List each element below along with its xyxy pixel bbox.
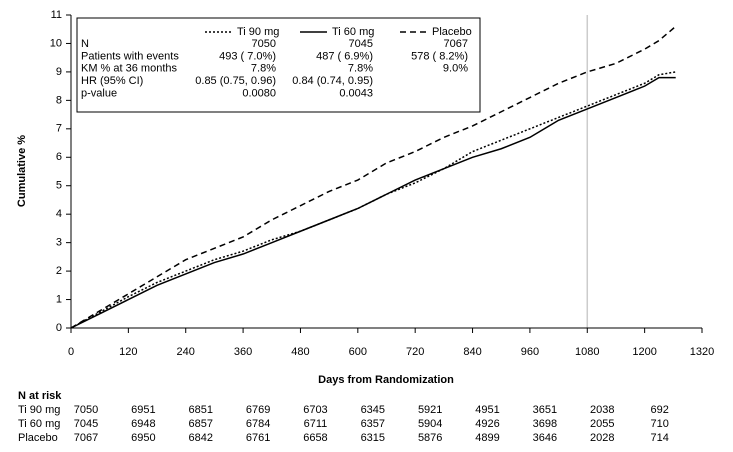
x-tick-label: 600 <box>349 346 367 358</box>
series-line <box>70 76 676 329</box>
risk-row-name: Placebo <box>18 432 58 444</box>
x-tick-label: 720 <box>406 346 424 358</box>
risk-value: 7050 <box>74 404 98 416</box>
y-tick-label: 9 <box>56 66 62 78</box>
risk-value: 6784 <box>246 418 270 430</box>
risk-value: 710 <box>650 418 668 430</box>
x-tick-label: 1200 <box>632 346 656 358</box>
stats-cell: 0.84 (0.74, 0.95) <box>292 75 373 87</box>
risk-value: 6951 <box>131 404 155 416</box>
risk-value: 6703 <box>303 404 327 416</box>
x-tick-label: 840 <box>463 346 481 358</box>
stats-label: Patients with events <box>81 50 179 62</box>
risk-value: 6357 <box>361 418 385 430</box>
risk-value: 4926 <box>475 418 499 430</box>
risk-value: 6857 <box>188 418 212 430</box>
stats-cell: 487 ( 6.9%) <box>316 50 373 62</box>
y-tick-label: 4 <box>56 208 62 220</box>
risk-value: 3698 <box>533 418 557 430</box>
y-tick-label: 8 <box>56 94 62 106</box>
y-tick-label: 0 <box>56 322 62 334</box>
x-tick-label: 1320 <box>690 346 714 358</box>
legend-box <box>76 17 481 113</box>
legend-label: Ti 60 mg <box>332 26 374 38</box>
risk-value: 7045 <box>74 418 98 430</box>
y-tick-label: 6 <box>56 151 62 163</box>
stats-label: HR (95% CI) <box>81 75 143 87</box>
stats-cell: 7.8% <box>251 63 276 75</box>
y-tick-label: 1 <box>56 293 62 305</box>
x-tick-label: 360 <box>234 346 252 358</box>
risk-value: 2028 <box>590 432 614 444</box>
risk-value: 692 <box>650 404 668 416</box>
x-tick-label: 480 <box>291 346 309 358</box>
risk-value: 3646 <box>533 432 557 444</box>
risk-value: 714 <box>650 432 668 444</box>
y-tick-label: 2 <box>56 265 62 277</box>
stats-cell: 9.0% <box>443 63 468 75</box>
x-axis-label: Days from Randomization <box>318 374 454 386</box>
stats-cell: 7050 <box>252 38 276 50</box>
risk-row-name: Ti 60 mg <box>18 418 60 430</box>
risk-value: 6315 <box>361 432 385 444</box>
risk-title: N at risk <box>18 390 62 402</box>
risk-value: 5904 <box>418 418 442 430</box>
risk-value: 2055 <box>590 418 614 430</box>
risk-row-name: Ti 90 mg <box>18 404 60 416</box>
x-tick-label: 240 <box>177 346 195 358</box>
risk-value: 6711 <box>304 418 328 430</box>
risk-value: 6761 <box>246 432 270 444</box>
series-line <box>70 25 677 329</box>
stats-cell: 493 ( 7.0%) <box>219 50 276 62</box>
risk-value: 3651 <box>533 404 557 416</box>
y-axis-label: Cumulative % <box>16 135 28 207</box>
x-tick-label: 1080 <box>575 346 599 358</box>
y-tick-label: 3 <box>56 237 62 249</box>
y-tick-label: 7 <box>56 123 62 135</box>
risk-value: 6950 <box>131 432 155 444</box>
risk-value: 4951 <box>475 404 499 416</box>
y-tick-label: 5 <box>56 180 62 192</box>
stats-label: KM % at 36 months <box>81 63 177 75</box>
stats-cell: 578 ( 8.2%) <box>411 50 468 62</box>
x-tick-label: 960 <box>521 346 539 358</box>
risk-value: 7067 <box>74 432 98 444</box>
stats-cell: 0.0080 <box>242 88 276 100</box>
stats-cell: 7.8% <box>348 63 373 75</box>
risk-value: 6345 <box>361 404 385 416</box>
y-tick-label: 11 <box>51 9 62 21</box>
risk-value: 6769 <box>246 404 270 416</box>
y-tick-label: 10 <box>50 37 62 49</box>
legend-label: Ti 90 mg <box>237 26 279 38</box>
risk-value: 6842 <box>188 432 212 444</box>
risk-value: 6851 <box>188 404 212 416</box>
stats-label: N <box>81 38 89 50</box>
stats-cell: 0.85 (0.75, 0.96) <box>195 75 276 87</box>
risk-value: 4899 <box>475 432 499 444</box>
stats-cell: 7067 <box>444 38 468 50</box>
series-line <box>70 71 676 329</box>
legend-label: Placebo <box>432 26 472 38</box>
risk-value: 5921 <box>418 404 442 416</box>
stats-label: p-value <box>81 88 117 100</box>
risk-value: 2038 <box>590 404 614 416</box>
stats-cell: 7045 <box>349 38 373 50</box>
risk-value: 6948 <box>131 418 155 430</box>
risk-value: 5876 <box>418 432 442 444</box>
x-tick-label: 0 <box>68 346 74 358</box>
x-tick-label: 120 <box>119 346 137 358</box>
stats-cell: 0.0043 <box>339 88 373 100</box>
risk-value: 6658 <box>303 432 327 444</box>
